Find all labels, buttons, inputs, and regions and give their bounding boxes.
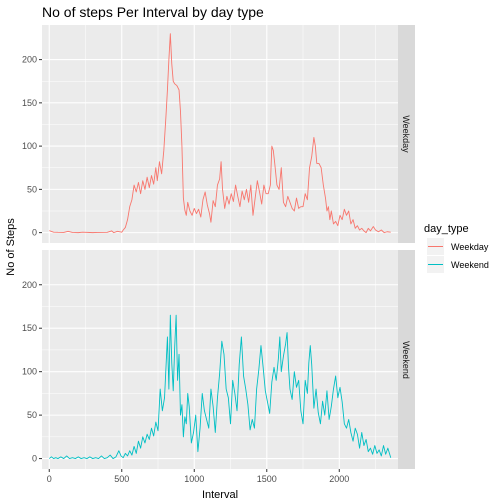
y-tick-label: 50: [27, 184, 37, 194]
x-tick-label: 0: [47, 474, 52, 484]
facet-label-weekday: Weekday: [401, 115, 411, 153]
y-tick-label: 150: [22, 98, 37, 108]
panel-background-weekend: [42, 250, 398, 469]
y-axis-title: No of Steps: [5, 218, 17, 276]
y-tick-label: 200: [22, 280, 37, 290]
panel-background-weekday: [42, 25, 398, 243]
series-line-weekend: [48, 314, 392, 460]
legend: day_type Weekday Weekend: [424, 223, 489, 273]
x-axis-title: Interval: [202, 489, 238, 501]
x-tick-label: 2000: [329, 474, 349, 484]
facet-strip-weekday: [398, 25, 415, 243]
x-tick-label: 1000: [184, 474, 204, 484]
series-line-weekday: [49, 33, 391, 234]
y-tick-label: 100: [22, 141, 37, 151]
legend-title: day_type: [424, 223, 469, 235]
y-tick-label: 100: [22, 367, 37, 377]
facet-strip-weekend: [398, 250, 415, 469]
series-lines: [48, 33, 392, 460]
chart-title: No of steps Per Interval by day type: [42, 4, 264, 20]
legend-label-weekday: Weekday: [451, 242, 489, 252]
y-tick-label: 150: [22, 323, 37, 333]
y-tick-label: 50: [27, 410, 37, 420]
x-tick-label: 1500: [257, 474, 277, 484]
grid-lines: [42, 25, 398, 469]
x-tick-label: 500: [114, 474, 129, 484]
legend-label-weekend: Weekend: [451, 260, 489, 270]
y-tick-label: 200: [22, 55, 37, 65]
y-tick-label: 0: [32, 454, 37, 464]
y-tick-label: 0: [32, 228, 37, 238]
facet-label-weekend: Weekend: [401, 341, 411, 379]
